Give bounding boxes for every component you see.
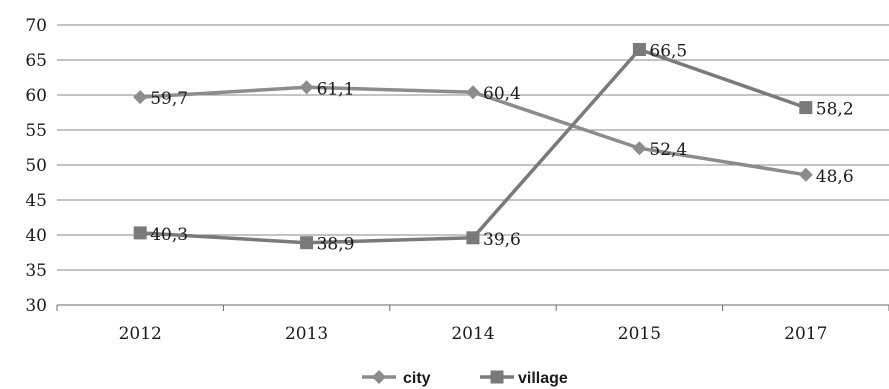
village-point-2013 bbox=[300, 236, 314, 250]
village-point-2017 bbox=[799, 101, 813, 115]
y-tick-label-40: 40 bbox=[25, 226, 47, 246]
village-point-2015 bbox=[632, 43, 646, 56]
y-tick-label-35: 35 bbox=[25, 261, 47, 281]
y-tick-label-55: 55 bbox=[25, 121, 47, 141]
legend-village-label: village bbox=[518, 370, 568, 387]
y-tick-label-60: 60 bbox=[25, 86, 47, 106]
city-point-2013 bbox=[299, 80, 314, 95]
city-label-2017: 48,6 bbox=[816, 167, 854, 187]
village-point-2012 bbox=[133, 226, 147, 240]
city-series-line bbox=[140, 85, 807, 177]
legend-city-label: city bbox=[403, 370, 431, 387]
city-point-2012 bbox=[133, 90, 148, 105]
y-tick-label-45: 45 bbox=[25, 191, 47, 211]
village-label-2012: 40,3 bbox=[150, 225, 188, 245]
y-tick-label-50: 50 bbox=[25, 156, 47, 176]
legend-city-marker bbox=[372, 370, 386, 384]
city-label-2015: 52,4 bbox=[649, 140, 687, 160]
x-tick-label-2013: 2013 bbox=[285, 324, 328, 344]
legend: city village bbox=[362, 370, 568, 387]
series-lines bbox=[133, 43, 813, 250]
y-tick-label-65: 65 bbox=[25, 51, 47, 71]
village-series-line bbox=[140, 47, 807, 245]
city-label-2014: 60,4 bbox=[483, 84, 521, 104]
village-label-2014: 39,6 bbox=[483, 230, 521, 250]
x-tick-label-2014: 2014 bbox=[451, 324, 494, 344]
legend-village-marker bbox=[490, 370, 504, 384]
city-label-2013: 61,1 bbox=[317, 79, 355, 99]
village-label-2017: 58,2 bbox=[816, 100, 854, 120]
city-point-2015 bbox=[632, 141, 647, 156]
village-label-2013: 38,9 bbox=[317, 235, 355, 255]
y-tick-label-70: 70 bbox=[25, 16, 47, 36]
city-point-2017 bbox=[798, 167, 813, 182]
x-tick-label-2017: 2017 bbox=[784, 324, 827, 344]
village-point-2014 bbox=[466, 231, 480, 245]
village-label-2015: 66,5 bbox=[649, 42, 687, 62]
x-tick-label-2015: 2015 bbox=[618, 324, 661, 344]
axes: 30 35 40 45 50 55 60 65 70 2012 2013 2014 2015 2017 bbox=[25, 16, 889, 344]
data-labels: 59,7 61,1 60,4 52,4 48,6 40,3 38,9 39,6 66,5 58,2 bbox=[150, 42, 853, 255]
city-point-2014 bbox=[466, 85, 480, 100]
gridlines bbox=[57, 24, 889, 306]
city-label-2012: 59,7 bbox=[150, 89, 188, 109]
x-tick-label-2012: 2012 bbox=[119, 324, 162, 344]
y-tick-label-30: 30 bbox=[25, 296, 47, 316]
